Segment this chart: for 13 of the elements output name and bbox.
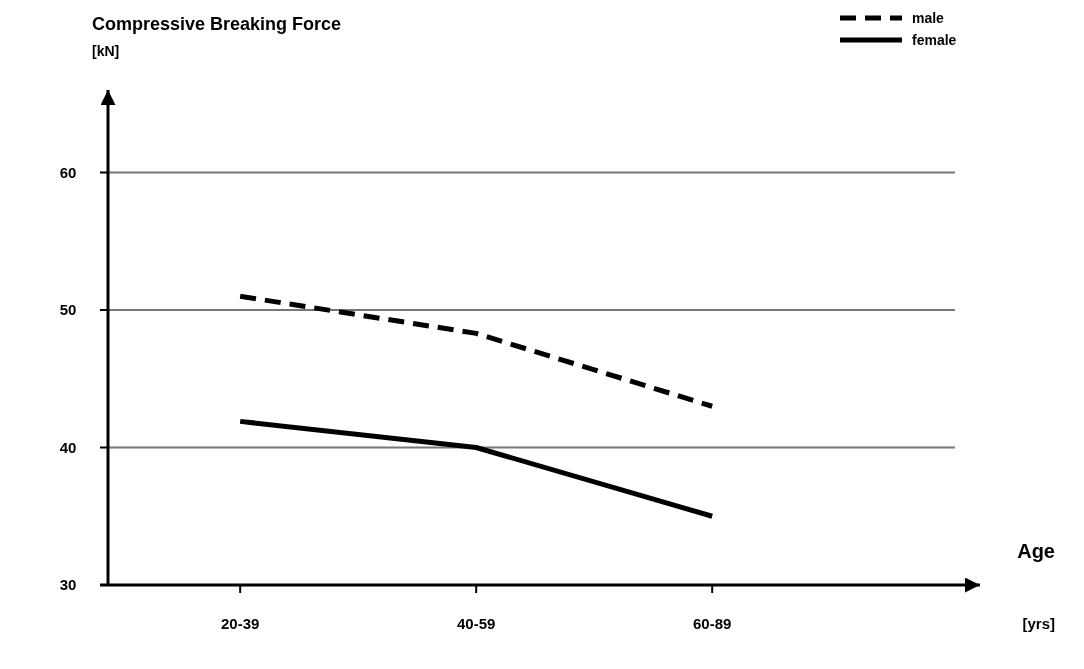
y-tick-label: 30 [59, 576, 77, 594]
legend-label: male [912, 9, 945, 26]
x-tick-label: 60-89 [693, 615, 732, 632]
y-tick-label: 50 [59, 301, 77, 319]
y-tick-label: 40 [59, 438, 77, 456]
y-tick-label: 60 [59, 163, 77, 181]
chart-title: Compressive Breaking Force [92, 14, 342, 34]
legend-label: female [912, 31, 957, 48]
y-axis-title: [kN] [92, 43, 120, 59]
x-tick-label: 20-39 [220, 615, 260, 632]
x-axis-title: Age [1017, 540, 1055, 562]
text: [yrs] [1022, 615, 1055, 632]
x-tick-label: 40-59 [456, 615, 496, 632]
